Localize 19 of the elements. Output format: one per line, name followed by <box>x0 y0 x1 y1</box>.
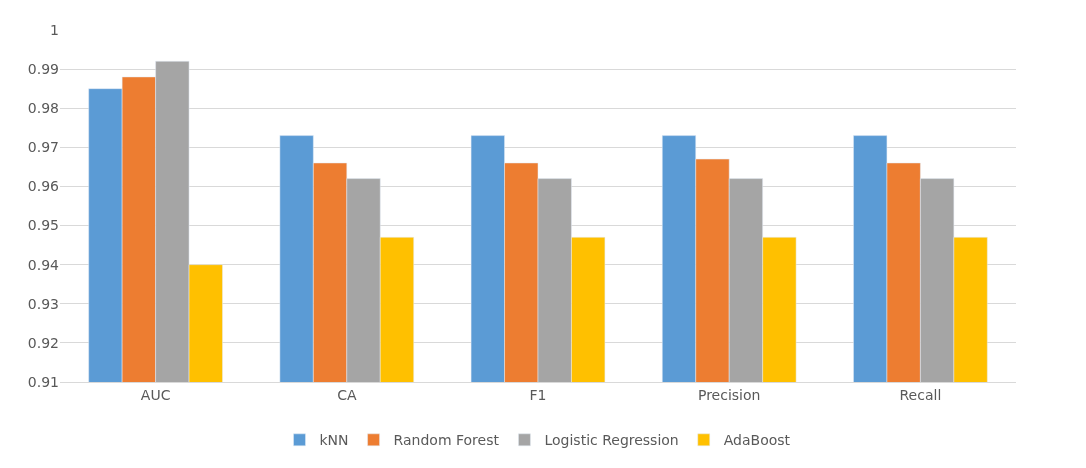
y-tick-label: 0.95 <box>27 217 59 234</box>
x-tick-label: AUC <box>140 386 171 403</box>
legend-label: Random Forest <box>393 432 500 449</box>
y-tick-label: 0.97 <box>27 139 59 156</box>
y-tick-label: 0.93 <box>27 295 59 312</box>
y-tick-label: 0.98 <box>27 100 59 117</box>
x-tick-label: Precision <box>697 386 761 403</box>
y-tick-label: 0.99 <box>27 61 59 78</box>
legend-label: kNN <box>319 432 349 449</box>
y-tick-label: 0.94 <box>27 256 60 273</box>
x-tick-label: CA <box>337 386 357 403</box>
y-tick-label: 0.96 <box>27 178 60 195</box>
x-tick-label: Recall <box>899 386 942 403</box>
y-tick-label: 0.91 <box>27 373 59 390</box>
x-tick-label: F1 <box>529 386 547 403</box>
y-tick-label: 1 <box>50 21 59 38</box>
y-tick-label: 0.92 <box>27 334 59 351</box>
legend-label: AdaBoost <box>723 432 791 449</box>
legend-label: Logistic Regression <box>544 432 679 449</box>
